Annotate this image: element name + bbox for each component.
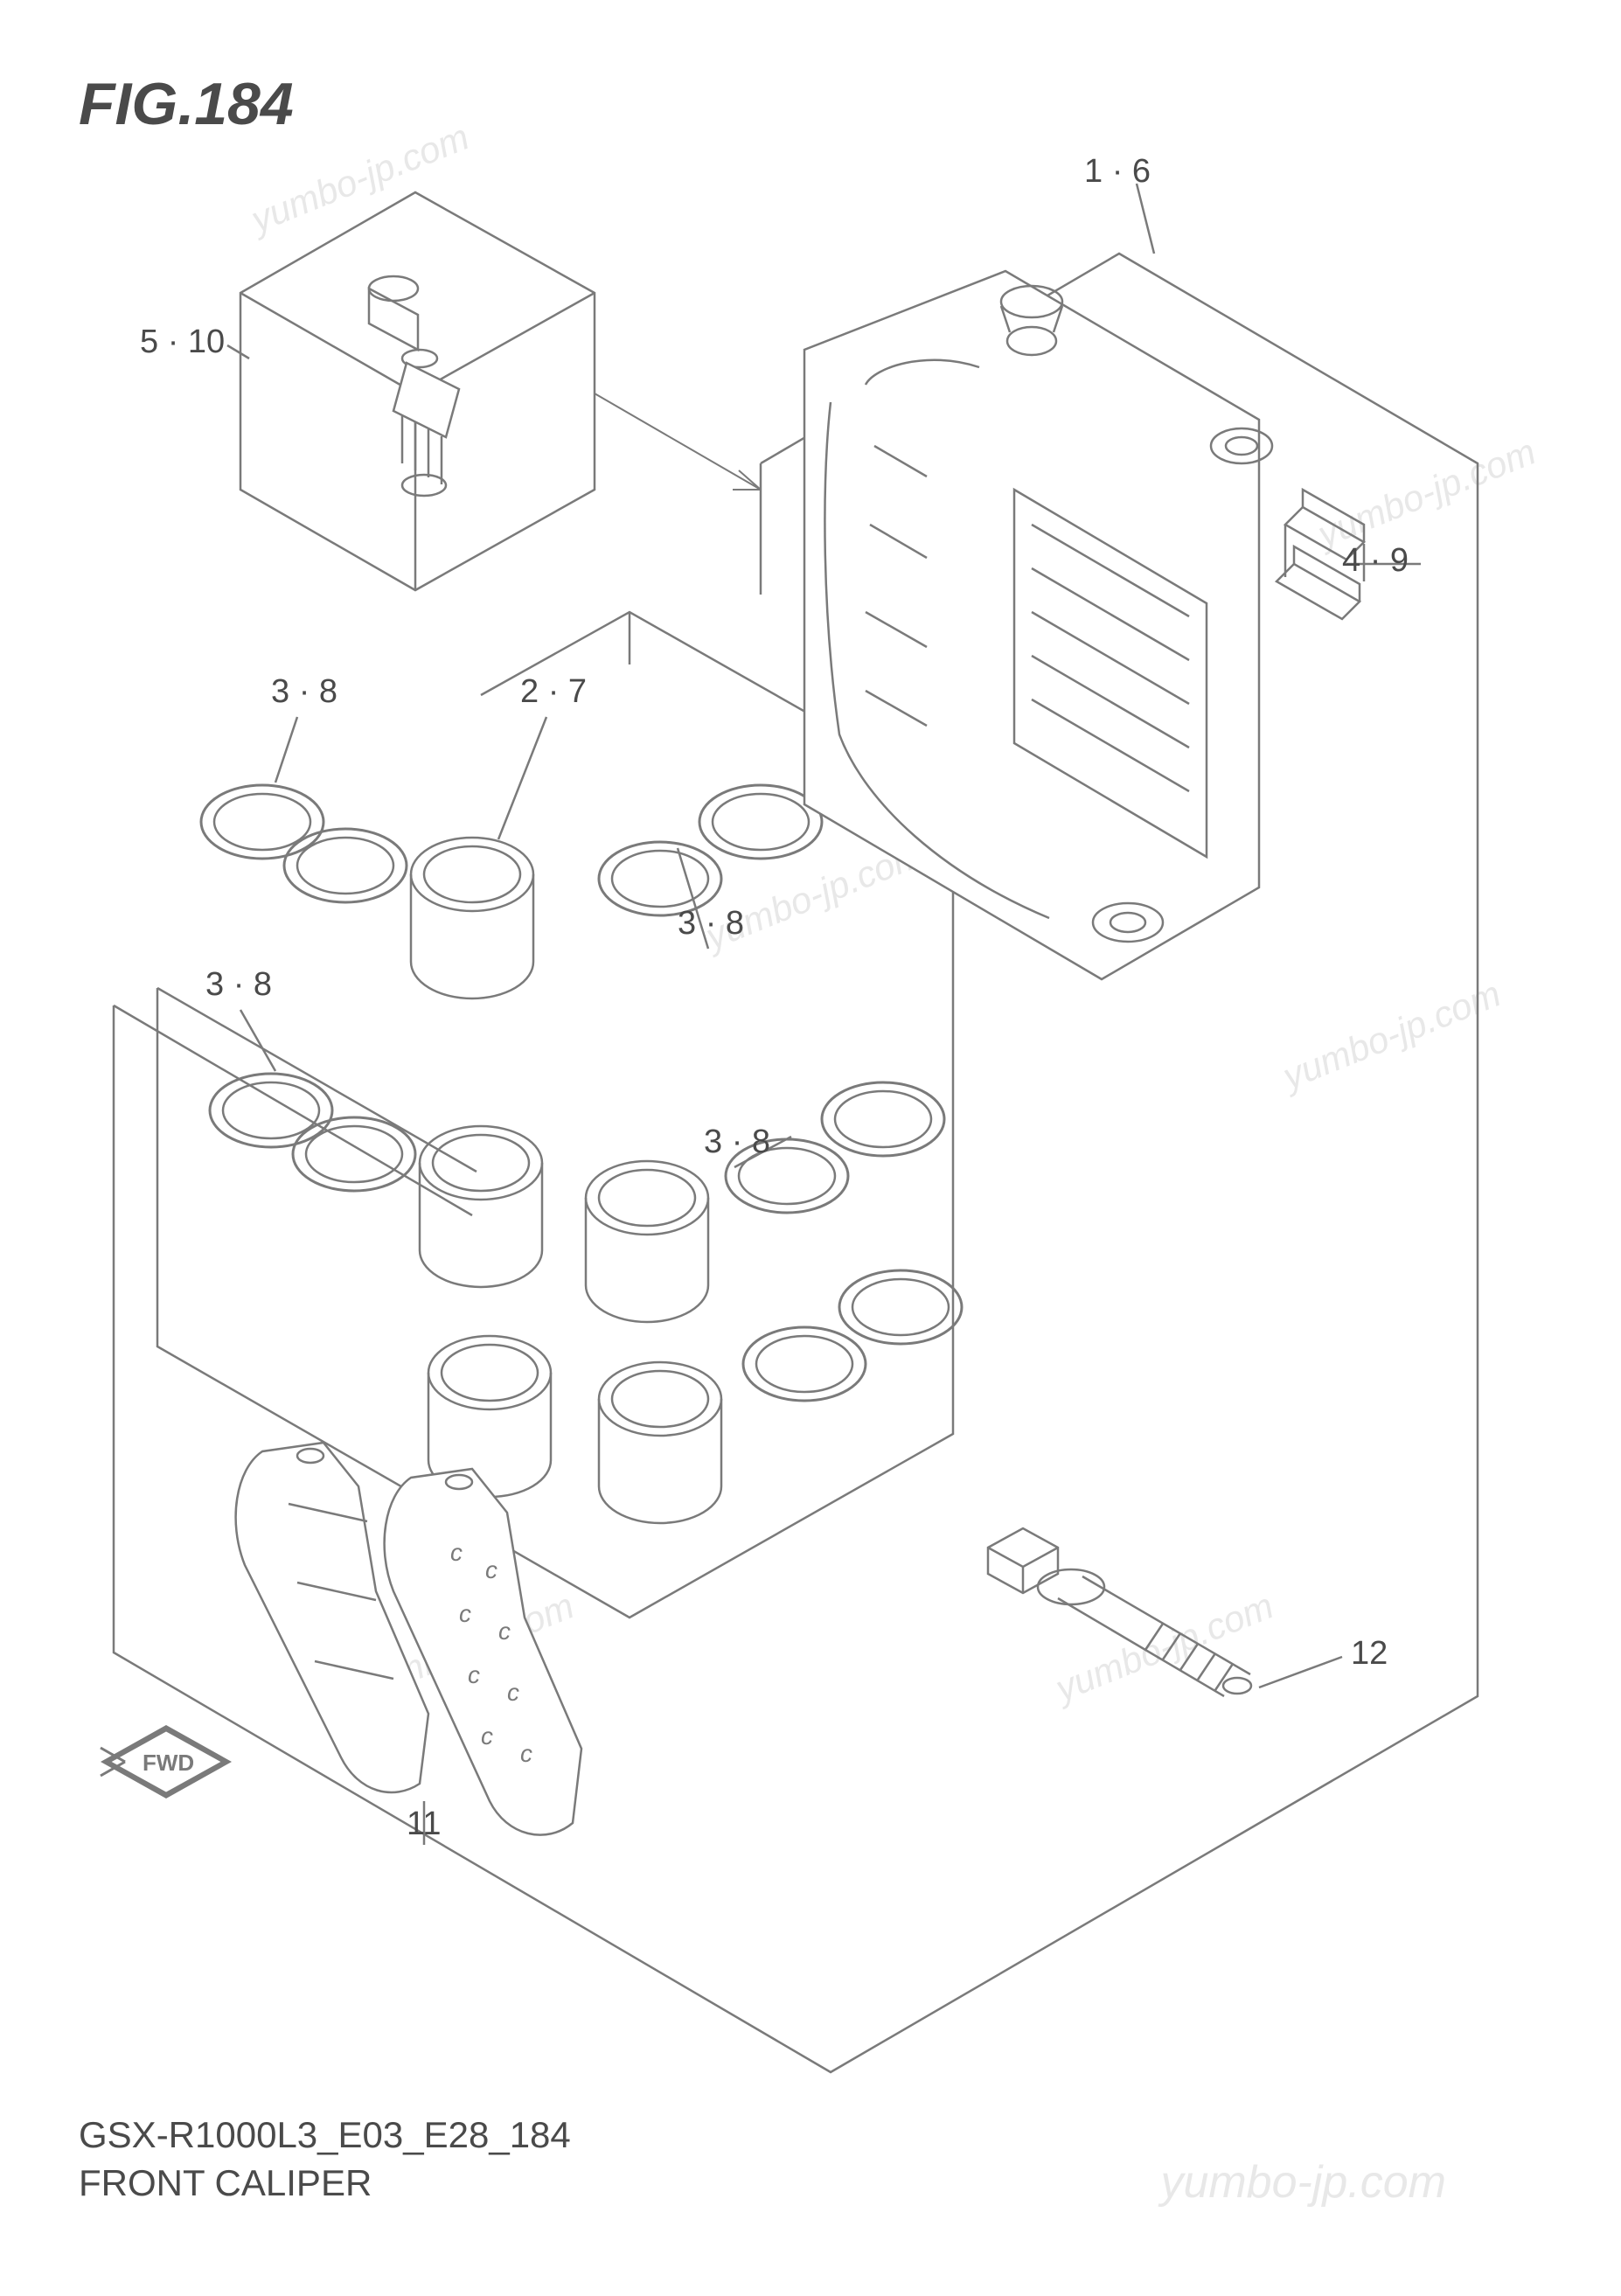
svg-text:c: c	[450, 1539, 463, 1566]
diagram-svg: c c c c c c c c	[0, 0, 1621, 2296]
callout-3-8: 3 · 8	[704, 1124, 770, 1161]
callout-3-8: 3 · 8	[205, 966, 272, 1004]
callout-11: 11	[407, 1805, 441, 1843]
svg-text:c: c	[459, 1600, 471, 1627]
callout-1-6: 1 · 6	[1084, 153, 1151, 191]
parts-diagram-container: FIG.184 yumbo-jp.com yumbo-jp.com yumbo-…	[0, 0, 1621, 2296]
svg-text:c: c	[507, 1679, 519, 1706]
callout-2-7: 2 · 7	[520, 673, 587, 711]
svg-text:c: c	[485, 1556, 497, 1583]
callout-4-9: 4 · 9	[1342, 542, 1409, 580]
svg-text:c: c	[498, 1618, 511, 1645]
callout-12: 12	[1351, 1635, 1388, 1673]
callout-3-8: 3 · 8	[271, 673, 337, 711]
svg-text:c: c	[481, 1722, 493, 1750]
svg-text:FWD: FWD	[143, 1750, 194, 1776]
svg-text:c: c	[520, 1740, 532, 1767]
svg-text:c: c	[468, 1661, 480, 1688]
callout-3-8: 3 · 8	[678, 905, 744, 943]
callout-5-10: 5 · 10	[140, 324, 225, 361]
